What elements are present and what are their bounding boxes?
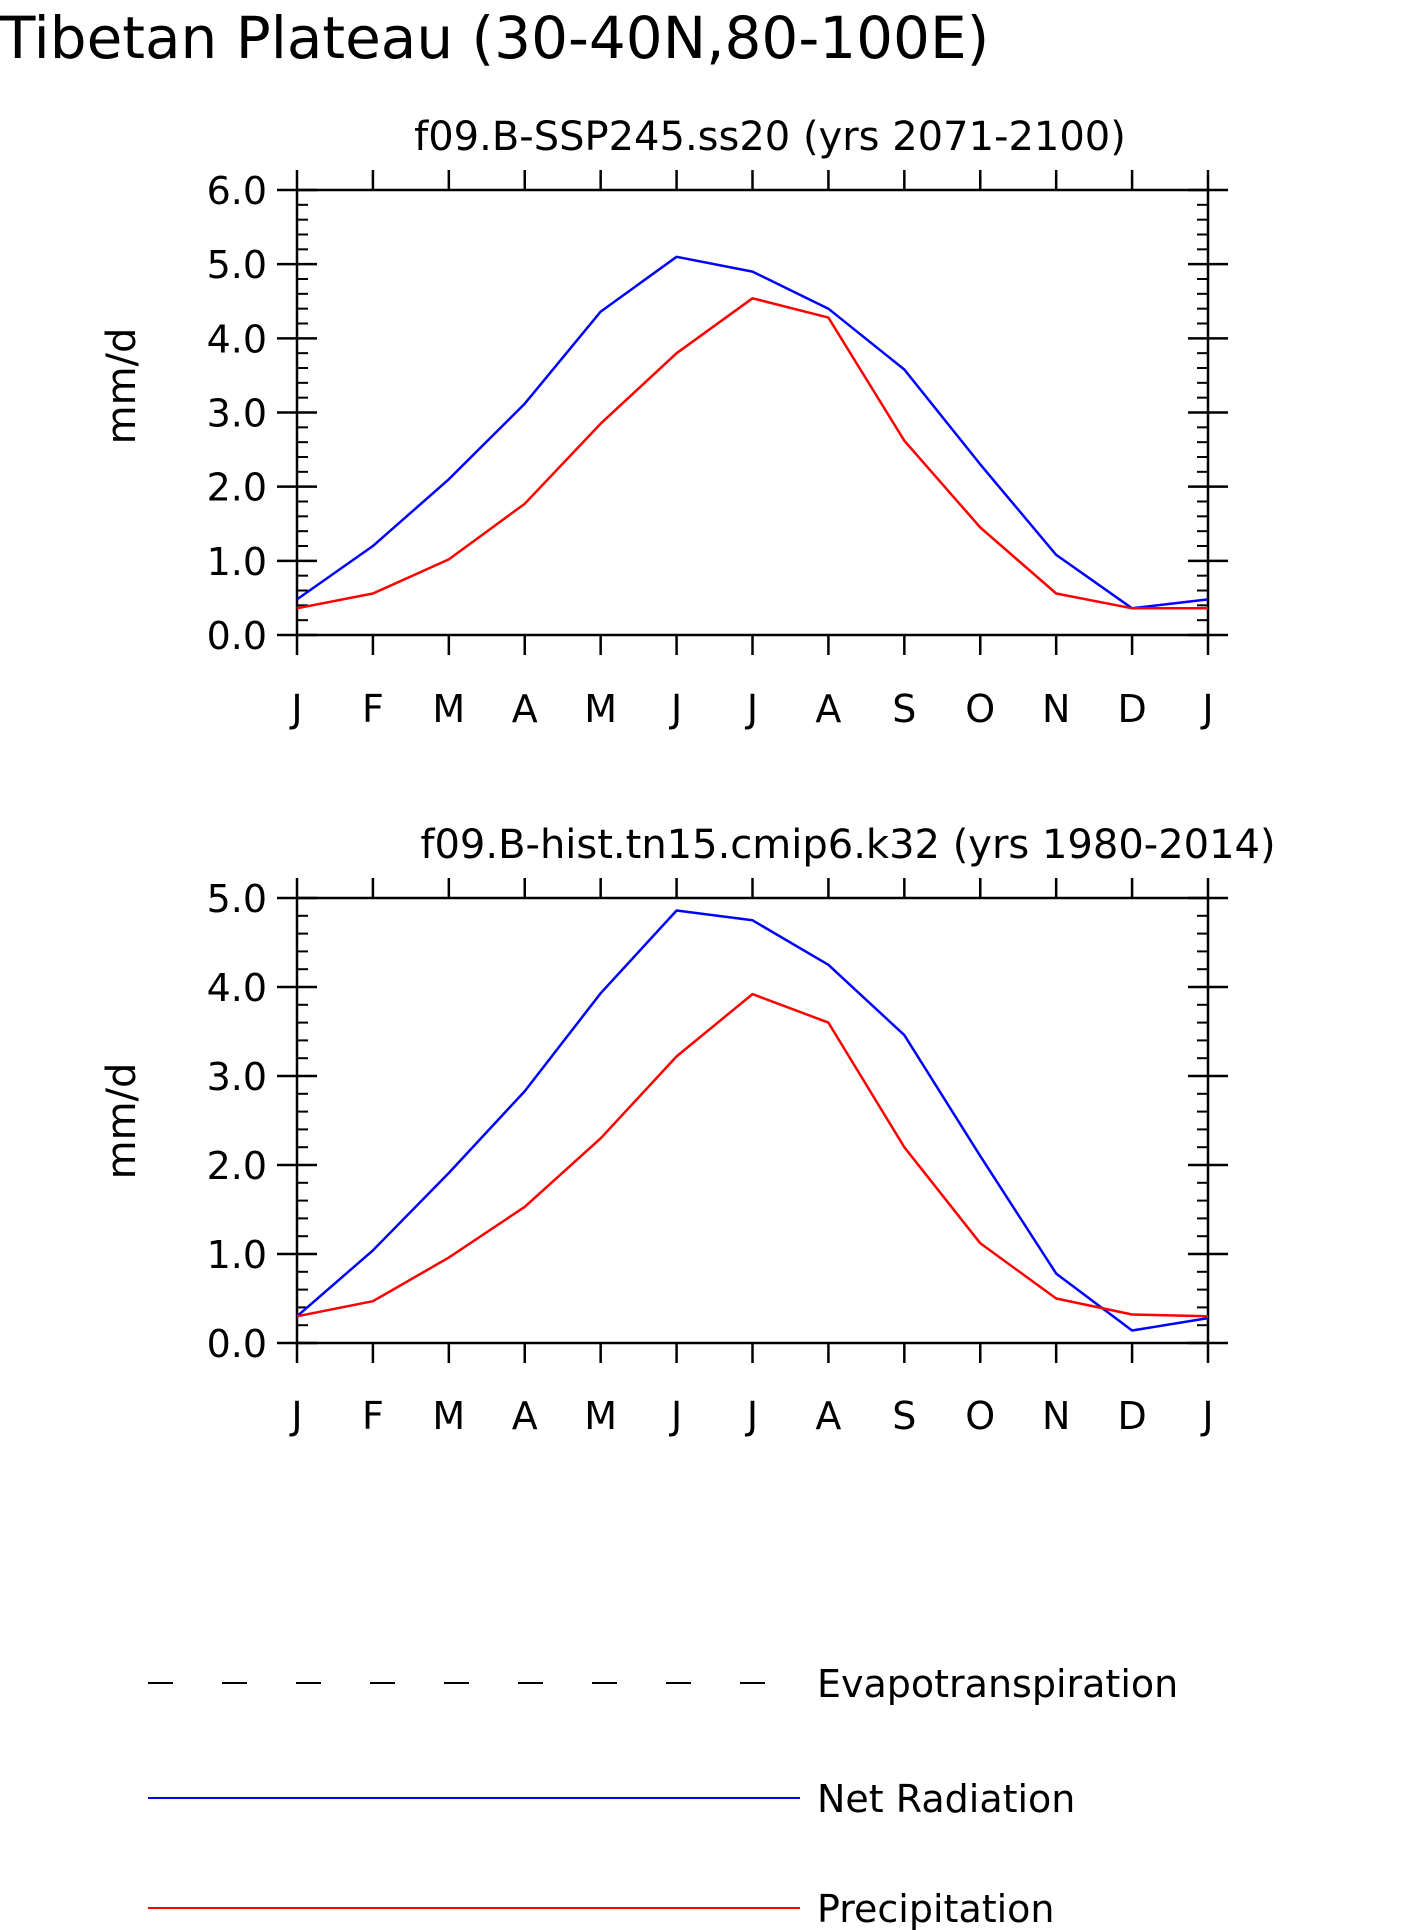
lower-panel-x-tick-label: J <box>1200 1394 1213 1438</box>
upper-panel-precipitation-line <box>296 297 1208 610</box>
legend-evapotranspiration-label: Evapotranspiration <box>817 1662 1178 1706</box>
lower-panel-x-tick-label: O <box>965 1394 995 1438</box>
lower-panel: f09.B-hist.tn15.cmip6.k32 (yrs 1980-2014… <box>99 822 1276 1438</box>
upper-panel-y-tick-label: 1.0 <box>207 540 267 584</box>
lower-panel-y-tick-label: 5.0 <box>207 877 267 921</box>
lower-panel-x-tick-label: A <box>815 1394 841 1438</box>
upper-panel-x-tick-label: J <box>745 687 758 731</box>
lower-panel-x-tick-label: J <box>669 1394 682 1438</box>
lower-panel-y-tick-label: 1.0 <box>207 1233 267 1277</box>
upper-panel-net-radiation-line <box>296 255 1209 610</box>
upper-panel-y-tick-label: 6.0 <box>207 169 267 213</box>
upper-panel-x-tick-label: D <box>1117 687 1146 731</box>
upper-panel-x-tick-label: N <box>1042 687 1070 731</box>
upper-panel-y-tick-label: 5.0 <box>207 243 267 287</box>
lower-panel-x-tick-label: A <box>512 1394 538 1438</box>
upper-panel-y-axis-label: mm/d <box>99 328 145 445</box>
lower-panel-y-tick-label: 2.0 <box>207 1144 267 1188</box>
lower-panel-net-radiation-line <box>296 909 1209 1332</box>
lower-panel-x-tick-label: D <box>1117 1394 1146 1438</box>
upper-panel-x-tick-label: F <box>362 687 384 731</box>
upper-panel-plot-frame <box>295 188 1210 637</box>
upper-panel-x-tick-label: A <box>815 687 841 731</box>
upper-panel-x-tick-label: J <box>669 687 682 731</box>
lower-panel-y-axis-label: mm/d <box>99 1063 145 1180</box>
upper-panel-y-tick-label: 3.0 <box>207 392 267 436</box>
lower-panel-plot-frame <box>295 896 1210 1345</box>
upper-panel-x-tick-label: S <box>892 687 916 731</box>
lower-panel-x-tick-label: S <box>892 1394 916 1438</box>
legend-precipitation-label: Precipitation <box>817 1887 1055 1930</box>
upper-panel-x-tick-label: M <box>584 687 617 731</box>
upper-panel-x-tick-label: J <box>289 687 302 731</box>
legend-net-radiation-label: Net Radiation <box>817 1777 1075 1821</box>
lower-panel-x-tick-label: F <box>362 1394 384 1438</box>
lower-panel-y-tick-label: 0.0 <box>207 1322 267 1366</box>
lower-panel-y-tick-label: 4.0 <box>207 966 267 1010</box>
legend: Evapotranspiration Net Radiation Precipita… <box>148 1662 1178 1930</box>
upper-panel-x-tick-label: J <box>1200 687 1213 731</box>
lower-panel-x-tick-label: J <box>745 1394 758 1438</box>
lower-panel-x-tick-label: J <box>289 1394 302 1438</box>
lower-panel-y-tick-label: 3.0 <box>207 1055 267 1099</box>
lower-panel-x-tick-label: N <box>1042 1394 1070 1438</box>
upper-panel: f09.B-SSP245.ss20 (yrs 2071-2100) mm/d J… <box>99 114 1228 731</box>
upper-panel-y-tick-label: 0.0 <box>207 614 267 658</box>
upper-panel-x-tick-label: M <box>432 687 465 731</box>
upper-panel-y-tick-label: 4.0 <box>207 317 267 361</box>
upper-panel-x-tick-label: O <box>965 687 995 731</box>
figure-title: Tibetan Plateau (30-40N,80-100E) <box>0 4 989 72</box>
upper-panel-title: f09.B-SSP245.ss20 (yrs 2071-2100) <box>414 114 1126 160</box>
lower-panel-title: f09.B-hist.tn15.cmip6.k32 (yrs 1980-2014… <box>420 822 1275 868</box>
upper-panel-x-tick-label: A <box>512 687 538 731</box>
lower-panel-x-tick-label: M <box>584 1394 617 1438</box>
lower-panel-x-tick-label: M <box>432 1394 465 1438</box>
lower-panel-precipitation-line <box>296 992 1209 1318</box>
upper-panel-y-tick-label: 2.0 <box>207 466 267 510</box>
